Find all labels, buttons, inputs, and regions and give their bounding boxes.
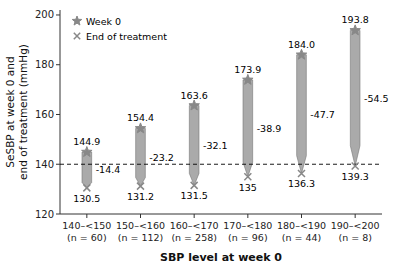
droplet-bar <box>82 152 92 188</box>
plot-area <box>60 25 382 191</box>
x-tick-label: 170–<180(n = 96) <box>223 220 272 243</box>
data-label: 131.2 <box>127 191 154 202</box>
x-tick-label-line: 140–<150 <box>62 220 111 231</box>
y-tick <box>56 164 60 165</box>
x-tick-label-line: 180–<190 <box>277 220 326 231</box>
change-label: -32.1 <box>203 140 228 151</box>
data-label: 130.5 <box>73 193 100 204</box>
x-tick-label-line: 160–<170 <box>170 220 219 231</box>
x-tick-label: 180–<190(n = 44) <box>277 220 326 243</box>
change-label: -38.9 <box>257 123 282 134</box>
data-label: 139.3 <box>342 171 369 182</box>
data-label: 131.5 <box>181 190 208 201</box>
data-label: 193.8 <box>342 14 369 25</box>
marker-star <box>82 147 92 157</box>
y-tick <box>56 114 60 115</box>
x-tick-label-line: (n = 112) <box>118 232 164 243</box>
x-tick-label-line: (n = 96) <box>228 232 268 243</box>
droplet-bar <box>350 30 360 166</box>
y-axis-label-line: SeSBP at week 0 and <box>4 56 16 167</box>
legend-symbol <box>74 33 80 39</box>
y-tick-label: 200 <box>35 9 54 20</box>
x-tick-label: 160–<170(n = 258) <box>170 220 219 243</box>
y-axis-label-line: end of treatment (mmHg) <box>17 44 29 180</box>
x-tick <box>86 214 87 218</box>
droplet-bar <box>297 55 307 174</box>
marker-star <box>296 49 306 59</box>
data-label: 135 <box>239 182 257 193</box>
data-label: 173.9 <box>234 64 261 75</box>
x-tick <box>194 214 195 218</box>
data-label: 163.6 <box>181 90 208 101</box>
legend-label: Week 0 <box>86 16 121 27</box>
y-tick-label: 180 <box>35 59 54 70</box>
x-axis-line <box>60 214 382 215</box>
change-label: -47.7 <box>310 109 335 120</box>
marker-x <box>352 162 359 169</box>
marker-x <box>137 183 144 190</box>
y-axis-label: SeSBP at week 0 andend of treatment (mmH… <box>4 44 29 180</box>
x-tick-label-line: (n = 44) <box>282 232 322 243</box>
marker-star <box>135 123 145 133</box>
x-tick-label-line: 170–<180 <box>223 220 272 231</box>
x-tick-label-line: 190–<200 <box>331 220 380 231</box>
x-tick-label: 140–<150(n = 60) <box>62 220 111 243</box>
droplet-bar <box>189 106 199 186</box>
y-tick <box>56 64 60 65</box>
legend: Week 0 End of treatment <box>72 16 167 42</box>
marker-x <box>83 184 90 191</box>
change-label: -54.5 <box>364 93 389 104</box>
marker-star <box>243 74 253 84</box>
data-label: 154.4 <box>127 112 154 123</box>
y-tick-label: 120 <box>35 209 54 220</box>
x-tick-label: 150–<160(n = 112) <box>116 220 165 243</box>
data-label: 184.0 <box>288 39 315 50</box>
marker-x <box>244 173 251 180</box>
x-tick-label-line: (n = 60) <box>67 232 107 243</box>
change-label: -14.4 <box>96 164 121 175</box>
x-tick-label: 190–<200(n = 8) <box>331 220 380 243</box>
y-tick-label: 160 <box>35 109 54 120</box>
x-tick <box>355 214 356 218</box>
data-label: 144.9 <box>73 136 100 147</box>
droplet-bar <box>243 80 253 177</box>
change-label: -23.2 <box>149 152 174 163</box>
chart: 120140160180200140–<150(n = 60)150–<160(… <box>0 0 400 265</box>
x-tick-label-line: 150–<160 <box>116 220 165 231</box>
y-tick <box>56 214 60 215</box>
y-tick-label: 140 <box>35 159 54 170</box>
x-axis-label: SBP level at week 0 <box>160 251 282 264</box>
data-label: 136.3 <box>288 178 315 189</box>
x-tick <box>140 214 141 218</box>
legend-symbol <box>72 16 82 25</box>
y-tick <box>56 14 60 15</box>
marker-x <box>298 170 305 177</box>
x-tick <box>301 214 302 218</box>
y-axis-line <box>60 10 61 214</box>
x-tick-label-line: (n = 8) <box>338 232 371 243</box>
x-tick <box>247 214 248 218</box>
droplet-bar <box>136 128 146 186</box>
marker-star <box>350 25 360 35</box>
x-tick-label-line: (n = 258) <box>171 232 217 243</box>
marker-star <box>189 100 199 110</box>
legend-label: End of treatment <box>86 31 167 42</box>
marker-x <box>191 182 198 189</box>
